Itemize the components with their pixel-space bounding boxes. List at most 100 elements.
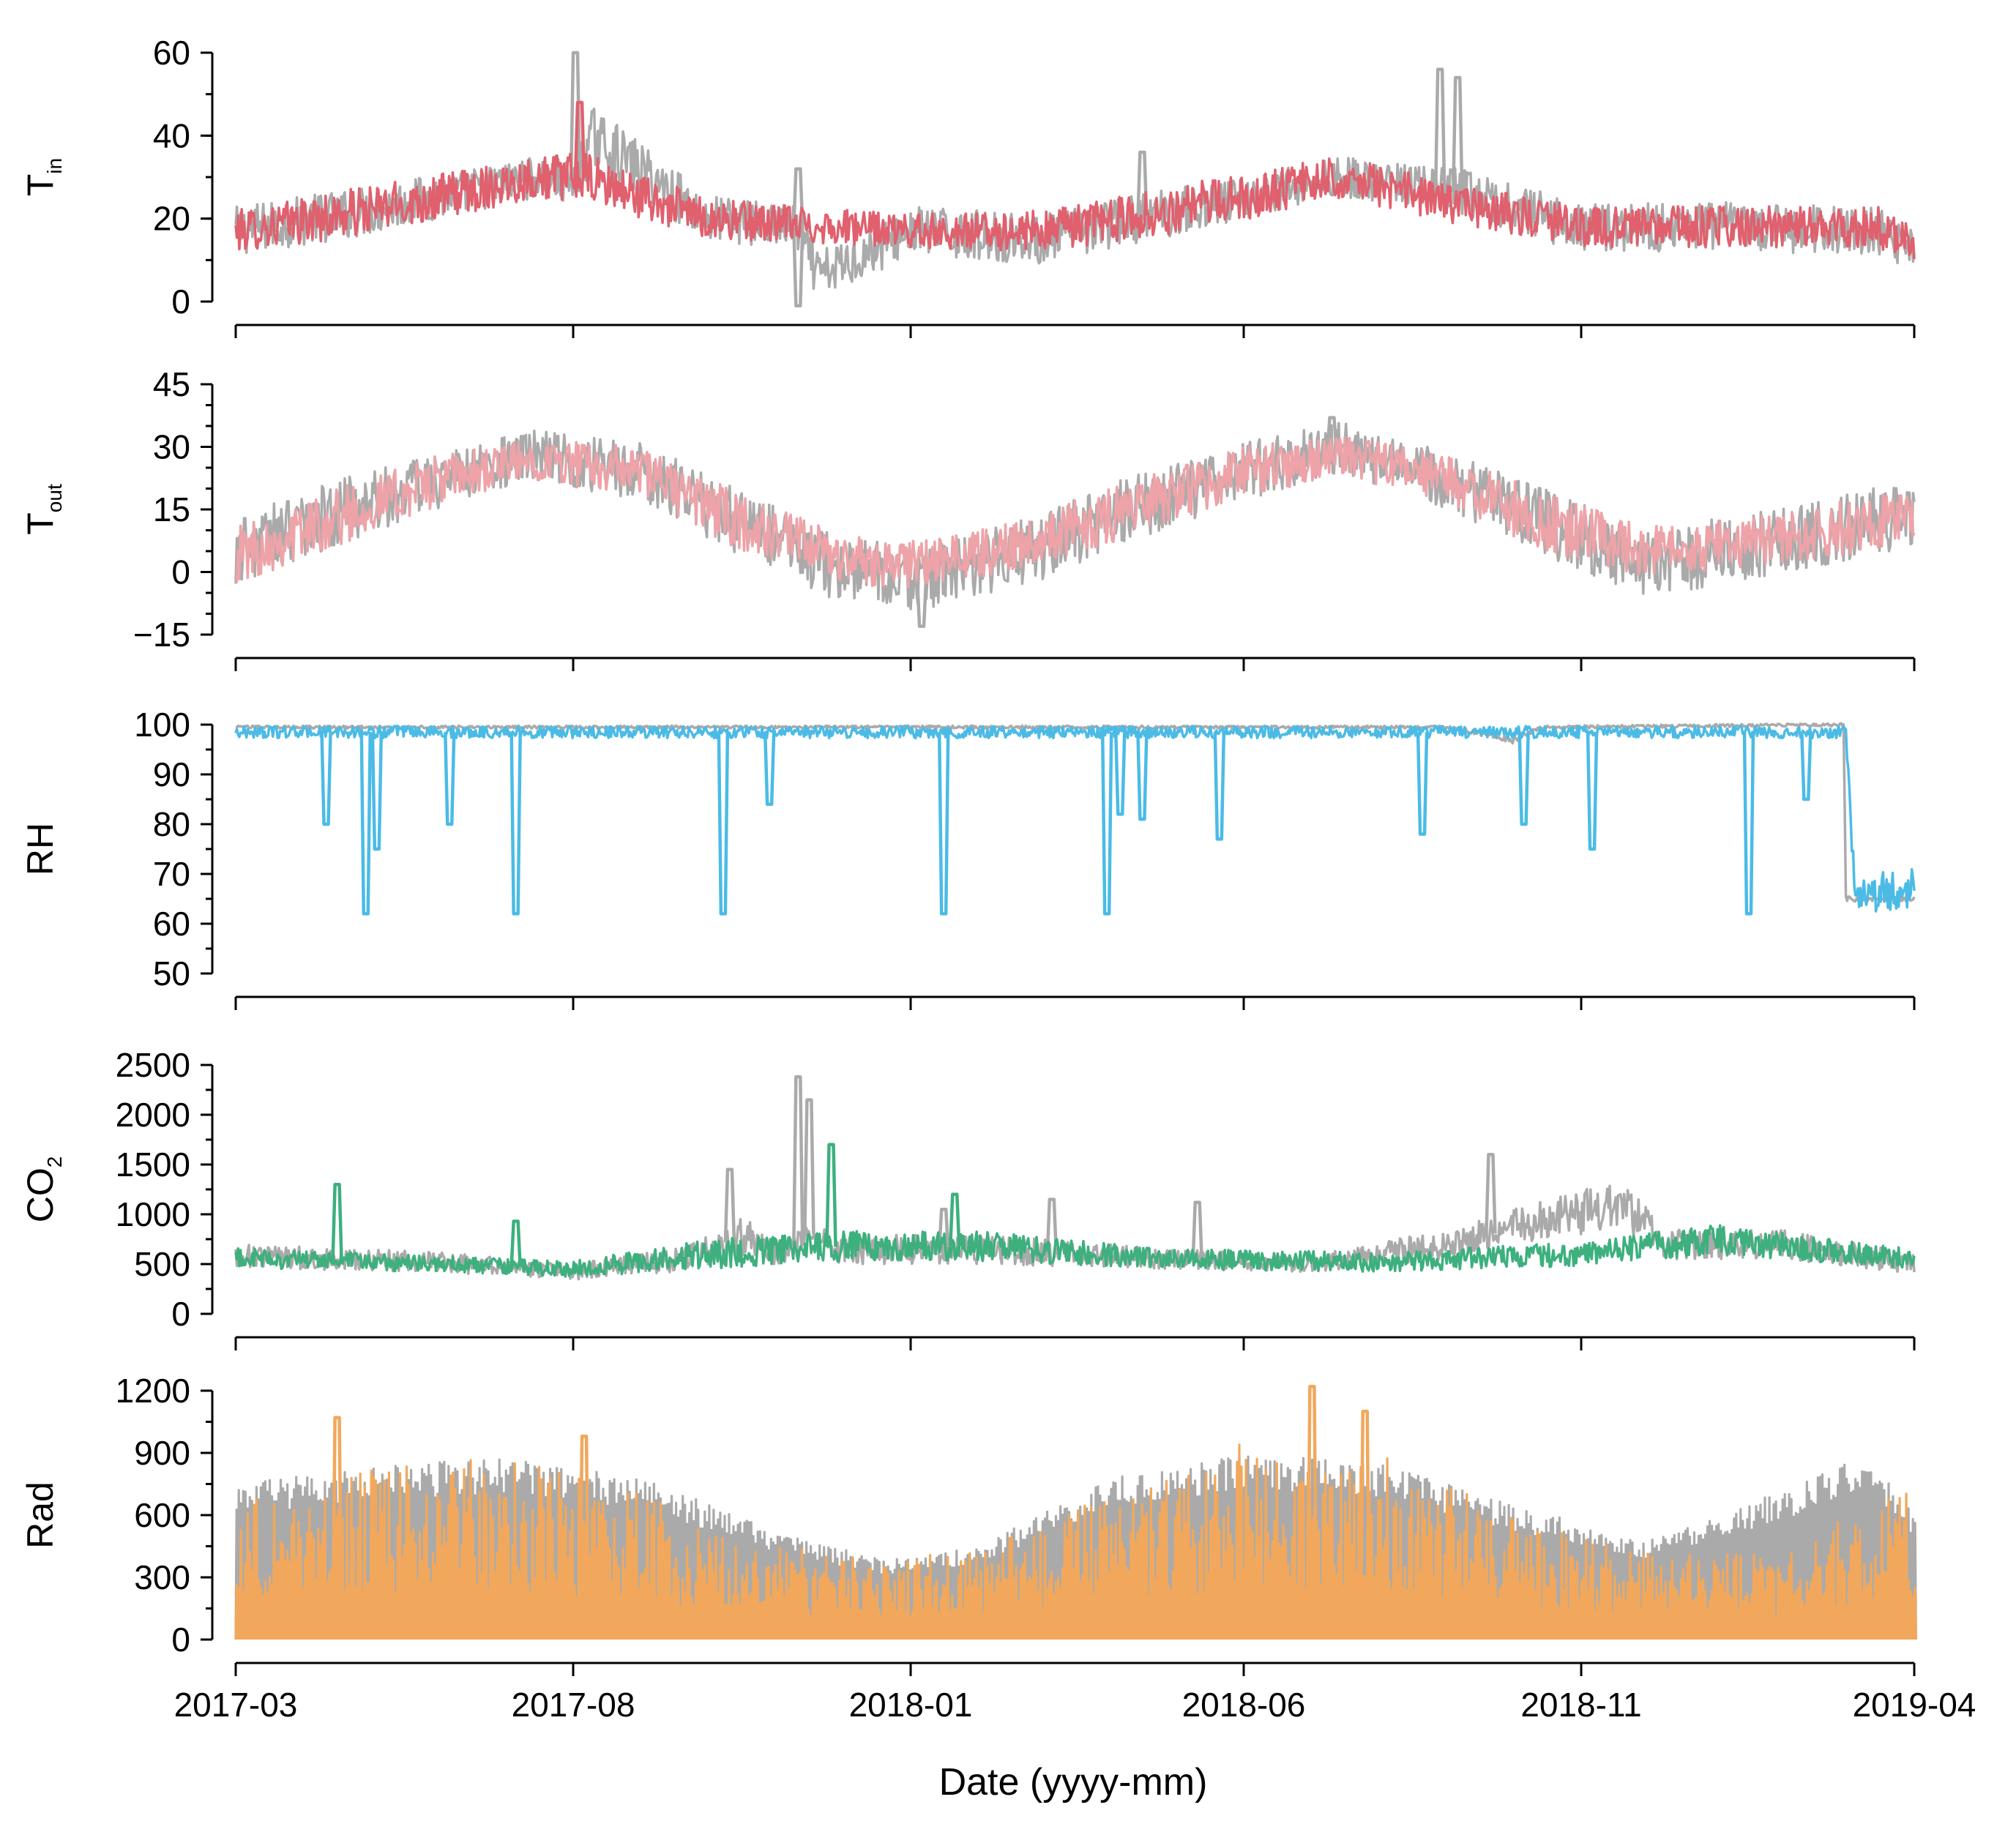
panels-layer: 0204060Tin−150153045Tout5060708090100RH0… bbox=[20, 34, 1917, 1676]
spike-rh-color-5 bbox=[717, 732, 730, 916]
series-line-tout-color bbox=[234, 436, 1916, 588]
series-line-rh-gray bbox=[235, 722, 1916, 903]
y-axis-label-main-co2: CO bbox=[20, 1167, 61, 1222]
spike-tin-gray-5 bbox=[1452, 75, 1464, 193]
spike-rh-color-7 bbox=[937, 732, 950, 916]
spike-rh-color-1 bbox=[359, 732, 373, 916]
y-tick-label-tout: 30 bbox=[153, 428, 190, 466]
y-axis-label-tin: Tin bbox=[20, 158, 66, 196]
y-axis-label-co2: CO2 bbox=[20, 1156, 66, 1223]
spike-rh-color-2 bbox=[370, 732, 384, 851]
spike-rh-color-14 bbox=[1586, 732, 1599, 851]
y-axis-label-rad: Rad bbox=[20, 1481, 61, 1549]
y-axis-label-main-tin: T bbox=[20, 174, 61, 197]
y-axis-label-main-tout: T bbox=[20, 512, 61, 535]
x-axis: 2017-03 2017-08 2018-01 2018-06 2018-11 2019-… bbox=[174, 1686, 1976, 1724]
spike-tin-gray-1 bbox=[792, 167, 804, 228]
series-rh-gray bbox=[235, 722, 1916, 903]
series-rh-color bbox=[234, 725, 1916, 916]
y-tick-label-tout: 45 bbox=[153, 365, 190, 403]
series-line-rad-rad-color bbox=[234, 1443, 1917, 1640]
y-tick-label-tin: 0 bbox=[171, 283, 190, 321]
y-tick-label-rad: 900 bbox=[134, 1434, 190, 1472]
y-tick-label-tin: 20 bbox=[153, 200, 190, 238]
y-tick-label-co2: 2000 bbox=[116, 1096, 190, 1134]
spike-rh-color-16 bbox=[1800, 732, 1812, 801]
y-tick-label-co2: 1000 bbox=[116, 1195, 190, 1233]
series-co2-color bbox=[234, 1143, 1916, 1278]
x-tick-label: 2018-06 bbox=[1182, 1686, 1306, 1724]
spike-tin-gray-4 bbox=[1433, 67, 1446, 190]
y-tick-label-co2: 0 bbox=[171, 1295, 190, 1333]
y-tick-label-rad: 1200 bbox=[116, 1372, 190, 1410]
y-tick-label-co2: 1500 bbox=[116, 1145, 190, 1184]
spike-rad-rad-color-3 bbox=[1359, 1410, 1371, 1640]
panel-tin: 0 20 40 60 Tin bbox=[20, 34, 1916, 338]
x-tick-label: 2017-03 bbox=[174, 1686, 298, 1724]
spike-rh-color-11 bbox=[1213, 732, 1226, 841]
y-tick-label-rh: 80 bbox=[153, 805, 190, 843]
spike-rh-color-0 bbox=[320, 732, 332, 826]
spike-rh-color-9 bbox=[1114, 732, 1127, 816]
y-tick-label-tout: 15 bbox=[153, 490, 190, 528]
spike-co2-color-2 bbox=[825, 1143, 837, 1247]
spike-rh-color-8 bbox=[1100, 732, 1113, 916]
spike-rh-color-15 bbox=[1742, 732, 1755, 916]
y-tick-label-rad: 600 bbox=[134, 1496, 190, 1534]
spike-co2-gray-4 bbox=[1045, 1197, 1059, 1253]
spike-co2-gray-2 bbox=[803, 1098, 815, 1235]
y-tick-label-rad: 0 bbox=[171, 1621, 190, 1659]
y-tick-label-rh: 70 bbox=[153, 855, 190, 893]
y-axis-label-sub-co2: 2 bbox=[43, 1156, 66, 1168]
y-tick-label-tin: 60 bbox=[153, 34, 190, 72]
x-tick-label: 2017-08 bbox=[512, 1686, 635, 1724]
spike-rh-color-3 bbox=[444, 732, 456, 826]
series-line-tin-color bbox=[234, 152, 1916, 259]
x-tick-label: 2018-11 bbox=[1520, 1686, 1641, 1724]
series-rad-rad-gray bbox=[234, 1455, 1917, 1640]
spike-rh-color-13 bbox=[1517, 732, 1530, 826]
y-axis-label-rh: RH bbox=[20, 823, 61, 875]
spike-co2-gray-6 bbox=[1485, 1153, 1497, 1234]
spike-co2-gray-0 bbox=[723, 1167, 736, 1243]
panel-co2: 0 500 1000 1500 2000 2500 CO2 bbox=[20, 1046, 1916, 1350]
panel-tout: −15 0 15 30 45 Tout bbox=[20, 365, 1916, 671]
panel-rad: 0 300 600 900 1200 Rad bbox=[20, 1372, 1917, 1676]
spike-co2-gray-5 bbox=[1191, 1200, 1203, 1260]
spike-rad-rad-color-1 bbox=[578, 1435, 591, 1640]
spike-rh-color-6 bbox=[763, 732, 776, 807]
y-tick-label-rh: 50 bbox=[153, 954, 190, 993]
spike-tout-gray-0 bbox=[915, 579, 928, 628]
x-tick-label: 2018-01 bbox=[849, 1686, 973, 1724]
y-tick-label-rh: 90 bbox=[153, 755, 190, 793]
spike-tin-gray-3 bbox=[1136, 150, 1149, 218]
y-axis-label-main-rad: Rad bbox=[20, 1481, 61, 1549]
x-tick-label: 2019-04 bbox=[1853, 1686, 1976, 1724]
spike-co2-color-0 bbox=[331, 1182, 343, 1261]
spike-co2-gray-3 bbox=[937, 1207, 950, 1249]
series-line-co2-color bbox=[234, 1224, 1916, 1278]
y-tick-label-tin: 40 bbox=[153, 116, 190, 154]
y-tick-label-rh: 60 bbox=[153, 905, 190, 943]
y-tick-label-tout: 0 bbox=[171, 553, 190, 591]
spike-tin-gray-2 bbox=[792, 226, 804, 307]
y-tick-label-rh: 100 bbox=[134, 706, 190, 744]
y-tick-label-tout: −15 bbox=[133, 616, 190, 654]
y-axis-label-sub-tin: in bbox=[43, 158, 66, 174]
spike-rh-color-10 bbox=[1136, 732, 1149, 821]
y-axis-label-tout: Tout bbox=[20, 484, 66, 535]
spike-co2-gray-1 bbox=[792, 1075, 804, 1244]
spike-rh-color-4 bbox=[509, 732, 522, 916]
spike-tin-color-0 bbox=[573, 100, 586, 178]
series-tin-color bbox=[234, 100, 1916, 259]
x-axis-title: Date (yyyy-mm) bbox=[939, 1761, 1208, 1804]
series-rad-rad-color bbox=[234, 1385, 1917, 1640]
series-line-rh-color bbox=[234, 725, 1916, 913]
spike-rad-rad-color-2 bbox=[1306, 1385, 1318, 1640]
y-axis-label-main-rh: RH bbox=[20, 823, 61, 875]
y-tick-label-co2: 2500 bbox=[116, 1046, 190, 1084]
spike-co2-color-3 bbox=[949, 1192, 961, 1246]
spike-tout-gray-1 bbox=[1326, 416, 1338, 450]
y-tick-label-co2: 500 bbox=[134, 1245, 190, 1283]
